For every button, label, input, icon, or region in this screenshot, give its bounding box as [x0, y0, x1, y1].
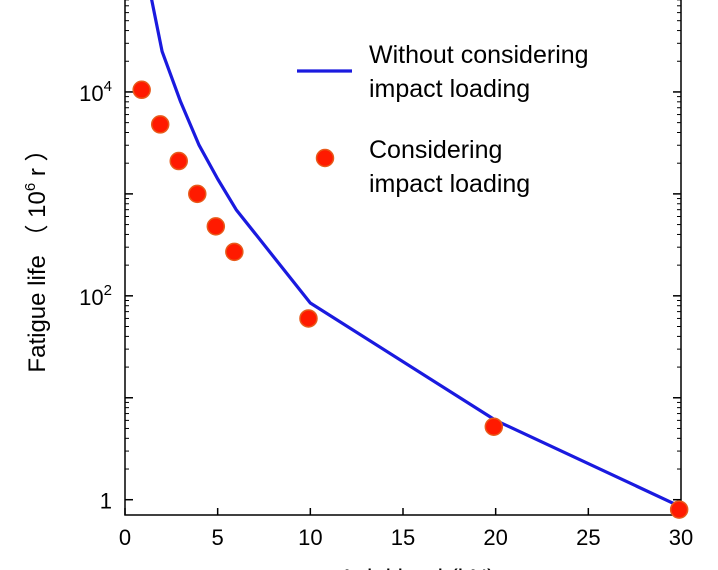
series-point-with-impact — [299, 309, 318, 328]
series-point-with-impact — [206, 217, 226, 236]
legend-label: Considering — [369, 136, 502, 164]
y-tick-exponent: 2 — [104, 282, 112, 299]
y-tick-exponent: 4 — [104, 78, 112, 95]
x-tick-label: 20 — [483, 525, 507, 550]
series-point-with-impact — [150, 115, 170, 134]
y-axis-label-part: r ） — [24, 137, 51, 182]
series-point-with-impact — [669, 500, 689, 519]
y-tick-label: 104 — [79, 78, 112, 106]
series-point-with-impact — [484, 417, 504, 436]
axis-labels: Axial load (kN) Fatigue life （ 106 r ） — [22, 137, 495, 570]
x-tick-label: 5 — [212, 525, 224, 550]
y-axis-label-part: 6 — [22, 183, 39, 191]
y-axis-label-part: （ 10 — [24, 191, 51, 248]
legend: Without considering impact loading Conside… — [297, 41, 589, 198]
legend-point-swatch — [315, 148, 335, 168]
series-point-with-impact — [169, 151, 188, 171]
y-tick-base: 1 — [100, 489, 112, 514]
x-tick-label: 15 — [391, 525, 415, 550]
series-layer — [132, 0, 689, 519]
x-tick-label: 0 — [119, 525, 131, 550]
x-tick-label: 10 — [298, 525, 322, 550]
x-tick-label: 25 — [576, 525, 600, 550]
series-point-with-impact — [225, 242, 244, 262]
y-tick-base: 10 — [79, 285, 103, 310]
x-axis-label: Axial load (kN) — [339, 565, 495, 570]
legend-label: impact loading — [369, 75, 530, 103]
y-axis-label: Fatigue life （ 106 r ） — [22, 137, 51, 372]
legend-label: Without considering — [369, 41, 589, 69]
legend-label: impact loading — [369, 170, 530, 198]
x-tick-label: 30 — [669, 525, 693, 550]
series-point-with-impact — [188, 184, 207, 204]
y-tick-base: 10 — [79, 81, 103, 106]
series-point-with-impact — [132, 80, 151, 100]
y-tick-label: 102 — [79, 282, 112, 310]
y-axis-label-part: Fatigue life — [24, 248, 51, 372]
series-line-without-impact — [150, 0, 682, 509]
y-tick-label: 1 — [100, 489, 112, 514]
